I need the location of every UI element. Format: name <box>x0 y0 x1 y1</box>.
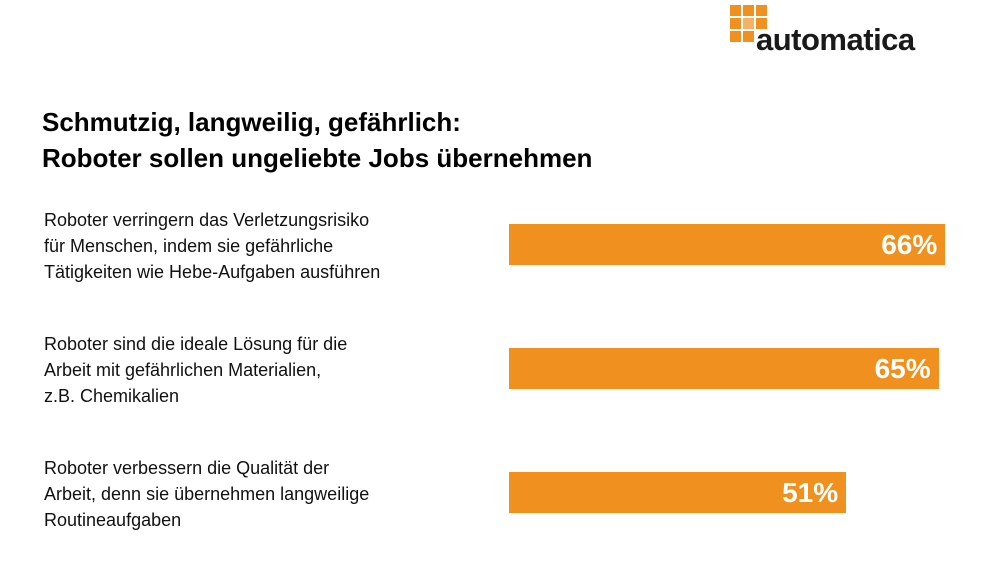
value-label: 65% <box>874 353 931 384</box>
chart-title: Schmutzig, langweilig, gefährlich: Robot… <box>42 107 593 173</box>
bar: 65% <box>509 348 939 389</box>
category-label: Roboter sind die ideale Lösung für die A… <box>44 334 348 406</box>
bar: 66% <box>509 224 946 265</box>
category-label: Roboter verringern das Verletzungsrisiko… <box>44 210 381 282</box>
logo-mark <box>730 5 770 45</box>
category-label: Roboter verbessern die Qualität der Arbe… <box>44 458 370 530</box>
bar: 51% <box>509 472 847 513</box>
value-label: 51% <box>782 477 839 508</box>
logo-text: automatica <box>756 22 915 57</box>
value-label: 66% <box>881 229 938 260</box>
